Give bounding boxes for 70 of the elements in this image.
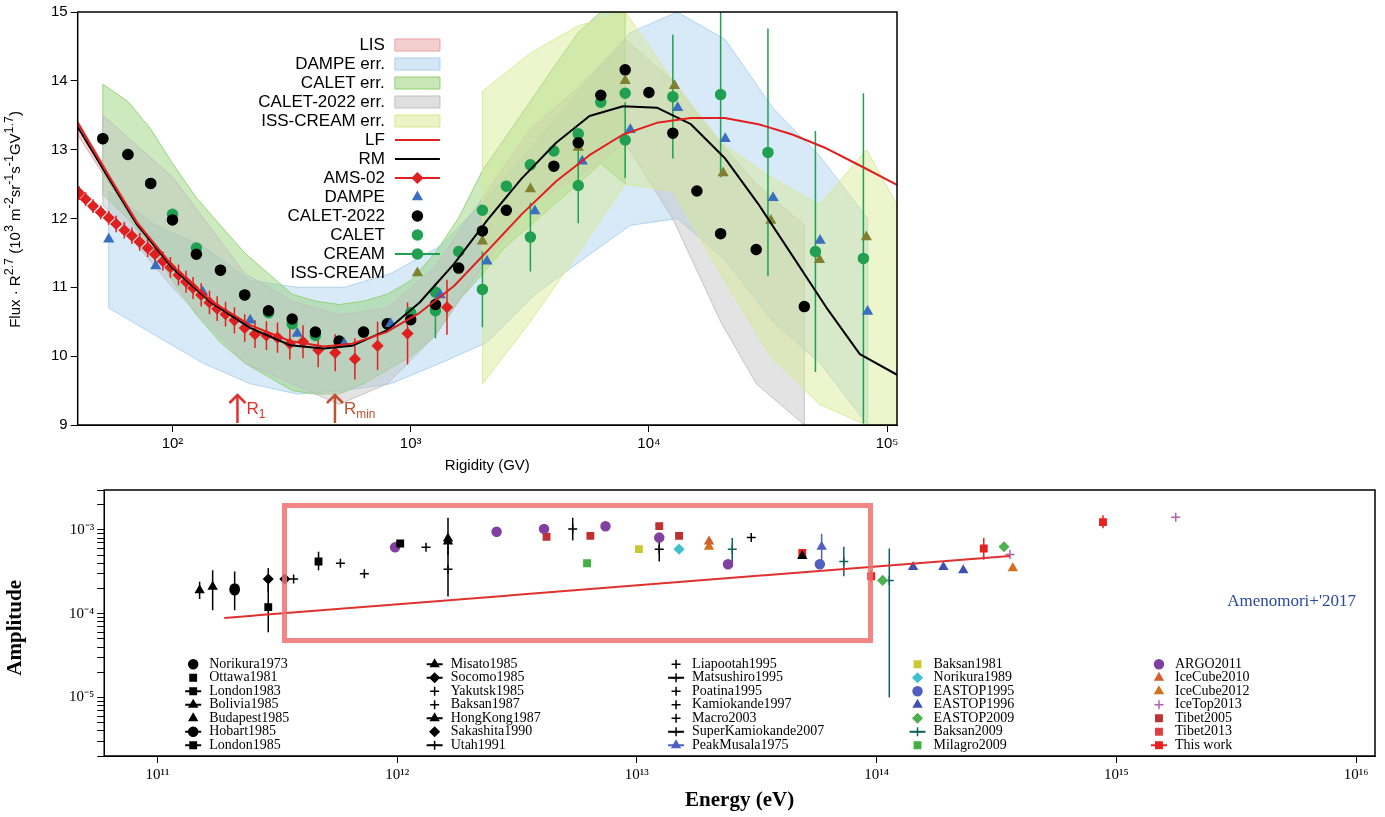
x-tick-label: 10¹³	[624, 765, 650, 782]
y-tick-label: 10⁻³	[69, 520, 95, 537]
legend-label: IceCube2012	[1174, 682, 1250, 698]
legend-label: Matsushiro1995	[692, 669, 784, 685]
y-tick-label: 15	[51, 2, 68, 20]
legend-label: Poatina1995	[692, 682, 763, 698]
x-tick-label: 10²	[161, 434, 184, 452]
legend-label: Hobart1985	[209, 723, 277, 739]
legend-label: EASTOP1996	[933, 696, 1015, 712]
legend-label: Socomo1985	[450, 669, 525, 685]
legend-label: ARGO2011	[1174, 655, 1243, 671]
legend-label: Baksan1987	[450, 696, 520, 712]
legend-label: Baksan2009	[933, 723, 1003, 739]
legend-label: LF	[365, 129, 385, 149]
y-tick-label: 9	[59, 415, 68, 433]
legend-label: CALET-2022	[287, 205, 385, 225]
legend-label: Tibet2013	[1174, 723, 1233, 739]
legend-label: Sakashita1990	[450, 723, 533, 739]
legend-label: CALET-2022 err.	[258, 91, 385, 111]
legend-label: DAMPE err.	[295, 53, 385, 73]
legend-label: IceCube2010	[1174, 669, 1250, 685]
legend-label: Norikura1973	[209, 655, 288, 671]
legend-label: IceTop2013	[1174, 696, 1242, 712]
y-tick-label: 12	[51, 208, 68, 226]
y-axis-title: Amplitude	[2, 579, 27, 676]
legend-label: London1985	[209, 736, 281, 752]
annotation: Amenomori+'2017	[1227, 591, 1357, 611]
legend-label: EASTOP1995	[933, 682, 1015, 698]
y-tick-label: 10	[51, 346, 68, 364]
y-tick-label: 14	[51, 70, 68, 88]
legend-label: HongKong1987	[450, 709, 541, 725]
legend-label: Milagro2009	[933, 736, 1007, 752]
legend-label: DAMPE	[324, 186, 385, 206]
x-tick-label: 10¹¹	[145, 765, 170, 782]
legend-label: Yakutsk1985	[450, 682, 524, 698]
legend-label: Bolivia1985	[209, 696, 279, 712]
x-tick-label: 10³	[399, 434, 422, 452]
legend-label: Ottawa1981	[209, 669, 278, 685]
legend-label: CALET err.	[300, 72, 385, 92]
y-tick-label: 13	[51, 139, 68, 157]
y-tick-label: 10⁻⁴	[69, 604, 95, 621]
legend-label: Liapootah1995	[692, 655, 777, 671]
x-tick-label: 10⁴	[637, 434, 661, 452]
legend-label: London1983	[209, 682, 281, 698]
y-tick-label: 11	[52, 277, 68, 295]
legend-label: CREAM	[323, 243, 385, 263]
legend-label: Utah1991	[450, 736, 506, 752]
legend-label: RM	[358, 148, 385, 168]
x-axis-title: Energy (eV)	[685, 786, 795, 811]
legend-label: SuperKamiokande2007	[692, 723, 825, 739]
legend-label: Norikura1989	[933, 669, 1013, 685]
legend-label: Misato1985	[450, 655, 518, 671]
legend-label: CALET	[330, 224, 385, 244]
x-axis-title: Rigidity (GV)	[444, 456, 530, 474]
legend-label: ISS-CREAM	[290, 262, 385, 282]
legend-label: This work	[1174, 736, 1233, 752]
x-tick-label: 10¹⁴	[864, 765, 889, 782]
legend-label: EASTOP2009	[933, 709, 1015, 725]
y-tick-label: 10⁻⁵	[69, 688, 95, 705]
x-tick-label: 10¹⁶	[1343, 765, 1369, 782]
legend-label: Macro2003	[692, 709, 757, 725]
legend-label: ISS-CREAM err.	[261, 110, 385, 130]
legend-label: AMS-02	[323, 167, 385, 187]
legend-label: Budapest1985	[209, 709, 290, 725]
legend-label: Kamiokande1997	[692, 696, 792, 712]
legend-label: LIS	[359, 34, 385, 54]
legend-label: Baksan1981	[933, 655, 1003, 671]
x-tick-label: 10¹⁵	[1103, 765, 1129, 782]
x-tick-label: 10¹²	[385, 765, 410, 782]
x-tick-label: 10⁵	[875, 434, 899, 452]
